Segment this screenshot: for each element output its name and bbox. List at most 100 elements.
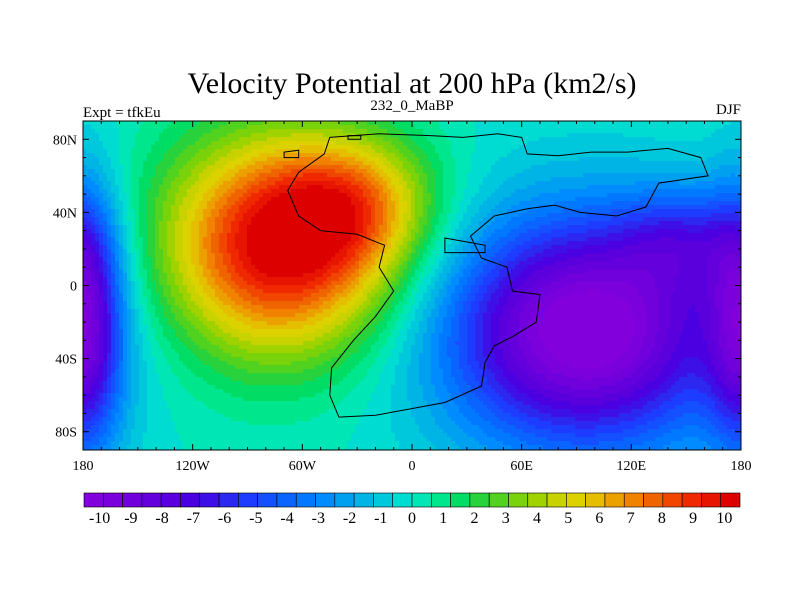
field-cell xyxy=(619,221,624,226)
field-cell xyxy=(175,153,180,158)
field-cell xyxy=(411,153,416,158)
field-cell xyxy=(447,197,452,202)
field-cell xyxy=(279,177,284,182)
field-cell xyxy=(199,189,204,194)
field-cell xyxy=(503,201,508,206)
field-cell xyxy=(475,145,480,150)
field-cell xyxy=(403,169,408,174)
field-cell xyxy=(715,185,720,190)
field-cell xyxy=(731,221,736,226)
field-cell xyxy=(727,197,732,202)
field-cell xyxy=(691,185,696,190)
field-cell xyxy=(511,169,516,174)
field-cell xyxy=(139,205,144,210)
field-cell xyxy=(211,229,216,234)
field-cell xyxy=(427,233,432,238)
field-cell xyxy=(83,229,88,234)
field-cell xyxy=(231,237,236,242)
field-cell xyxy=(675,141,680,146)
field-cell xyxy=(639,213,644,218)
field-cell xyxy=(511,217,516,222)
field-cell xyxy=(555,221,560,226)
field-cell xyxy=(355,153,360,158)
field-cell xyxy=(483,201,488,206)
field-cell xyxy=(671,213,676,218)
field-cell xyxy=(431,225,436,230)
field-cell xyxy=(687,221,692,226)
field-cell xyxy=(731,149,736,154)
field-cell xyxy=(599,153,604,158)
field-cell xyxy=(515,129,520,134)
field-cell xyxy=(691,157,696,162)
field-cell xyxy=(371,141,376,146)
field-cell xyxy=(339,153,344,158)
field-cell xyxy=(431,213,436,218)
field-cell xyxy=(171,221,176,226)
field-cell xyxy=(395,137,400,142)
field-cell xyxy=(247,133,252,138)
field-cell xyxy=(607,205,612,210)
field-cell xyxy=(567,149,572,154)
field-cell xyxy=(667,169,672,174)
field-cell xyxy=(475,181,480,186)
field-cell xyxy=(515,165,520,170)
field-cell xyxy=(379,217,384,222)
field-cell xyxy=(539,213,544,218)
field-cell xyxy=(647,169,652,174)
field-cell xyxy=(235,189,240,194)
field-cell xyxy=(423,205,428,210)
field-cell xyxy=(183,225,188,230)
field-cell xyxy=(259,177,264,182)
field-cell xyxy=(591,213,596,218)
field-cell xyxy=(395,185,400,190)
field-cell xyxy=(371,161,376,166)
field-cell xyxy=(555,145,560,150)
field-cell xyxy=(547,169,552,174)
field-cell xyxy=(167,221,172,226)
field-cell xyxy=(315,129,320,134)
field-cell xyxy=(323,121,328,126)
field-cell xyxy=(239,141,244,146)
field-cell xyxy=(567,161,572,166)
field-cell xyxy=(263,201,268,206)
field-cell xyxy=(723,165,728,170)
field-cell xyxy=(651,201,656,206)
field-cell xyxy=(211,189,216,194)
field-cell xyxy=(195,145,200,150)
field-cell xyxy=(691,129,696,134)
field-cell xyxy=(375,189,380,194)
field-cell xyxy=(299,137,304,142)
field-cell xyxy=(551,121,556,126)
field-cell xyxy=(563,201,568,206)
field-cell xyxy=(95,173,100,178)
field-cell xyxy=(127,189,132,194)
field-cell xyxy=(503,149,508,154)
field-cell xyxy=(579,125,584,130)
field-cell xyxy=(735,193,740,198)
field-cell xyxy=(391,177,396,182)
field-cell xyxy=(339,137,344,142)
field-cell xyxy=(243,153,248,158)
field-cell xyxy=(635,237,640,242)
field-cell xyxy=(495,177,500,182)
field-cell xyxy=(507,157,512,162)
field-cell xyxy=(391,233,396,238)
field-cell xyxy=(707,197,712,202)
field-cell xyxy=(179,197,184,202)
field-cell xyxy=(411,233,416,238)
field-cell xyxy=(443,189,448,194)
field-cell xyxy=(495,157,500,162)
field-cell xyxy=(143,121,148,126)
field-cell xyxy=(567,173,572,178)
field-cell xyxy=(419,193,424,198)
field-cell xyxy=(431,161,436,166)
field-cell xyxy=(515,225,520,230)
field-cell xyxy=(731,197,736,202)
field-cell xyxy=(679,197,684,202)
field-cell xyxy=(251,197,256,202)
field-cell xyxy=(367,233,372,238)
field-cell xyxy=(543,177,548,182)
field-cell xyxy=(275,233,280,238)
field-cell xyxy=(299,169,304,174)
field-cell xyxy=(371,185,376,190)
